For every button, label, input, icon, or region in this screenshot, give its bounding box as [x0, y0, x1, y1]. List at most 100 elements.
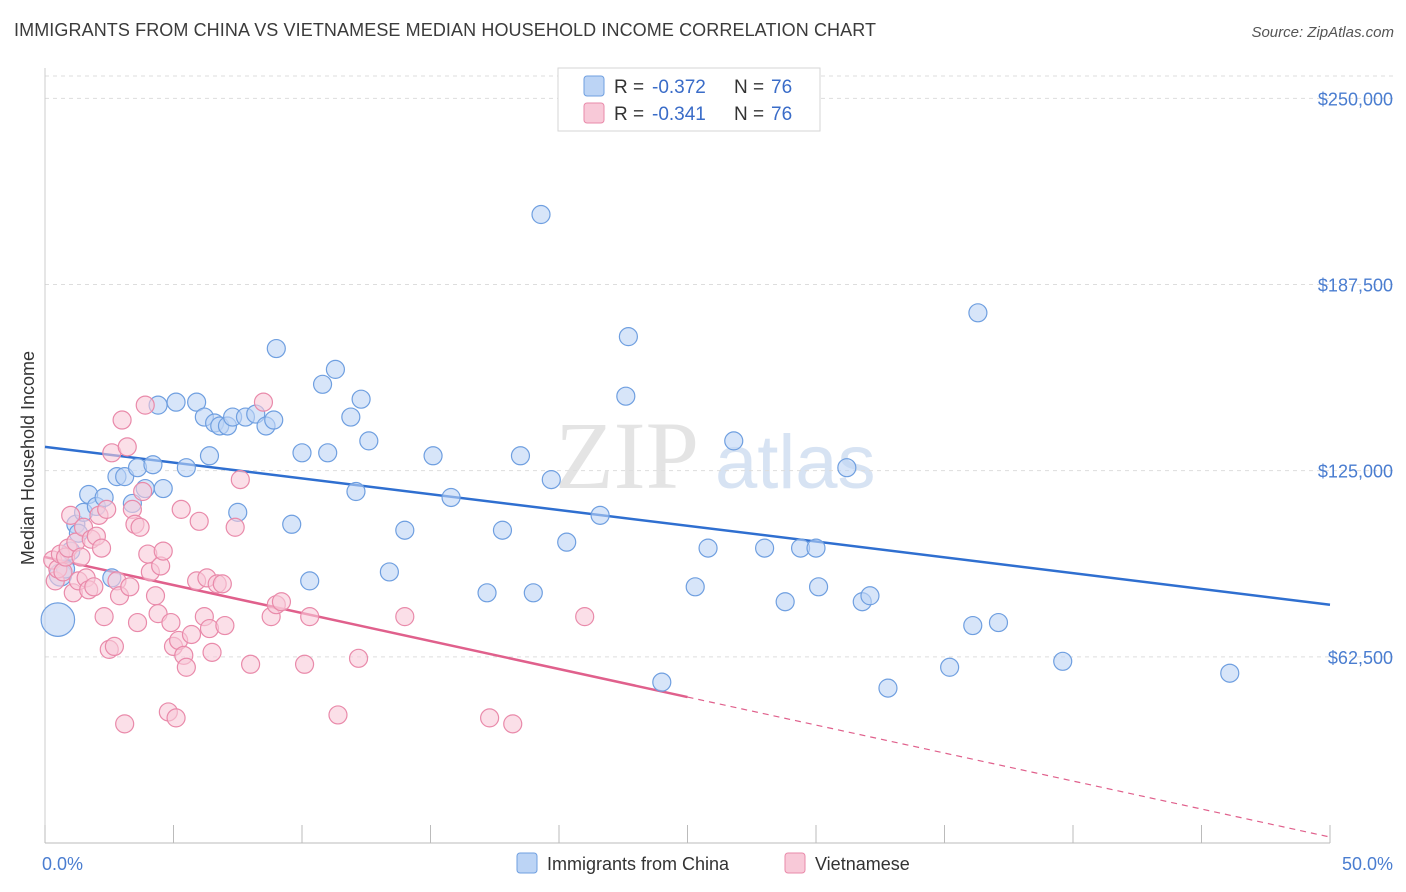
- legend-r-label-vietnamese: R =: [614, 104, 644, 125]
- china-point: [808, 577, 829, 597]
- china-point: [988, 612, 1009, 633]
- y-axis-title: Median Household Income: [18, 351, 38, 565]
- watermark: ZIP atlas: [555, 402, 876, 509]
- legend-n-value-vietnamese: 76: [771, 104, 792, 125]
- china-point: [685, 577, 705, 597]
- china-point: [837, 458, 857, 478]
- china-point: [492, 520, 513, 540]
- y-tick-label: $250,000: [1318, 89, 1393, 109]
- china-point: [698, 538, 718, 558]
- vietnamese-point: [145, 586, 166, 606]
- legend-r-value-china: -0.372: [652, 77, 706, 98]
- china-point: [143, 455, 163, 475]
- correlation-legend: R = -0.372 N = 76 R = -0.341 N = 76: [557, 67, 821, 132]
- china-point: [300, 571, 320, 591]
- series-legend: Immigrants from China Vietnamese: [516, 852, 910, 874]
- china-point: [359, 431, 379, 451]
- china-point: [187, 392, 207, 412]
- vietnamese-point: [181, 624, 202, 645]
- vietnamese-point: [215, 615, 235, 636]
- china-point: [264, 410, 284, 430]
- vietnamese-point: [395, 607, 415, 627]
- y-tick-label: $187,500: [1318, 276, 1393, 296]
- vietnamese-trend-extension: [687, 696, 1331, 838]
- china-point: [477, 583, 497, 603]
- series-legend-swatch-china: [516, 852, 538, 874]
- grid-layer: [45, 75, 1395, 658]
- vietnamese-point: [271, 592, 292, 612]
- china-point: [775, 592, 795, 612]
- china-point: [282, 514, 302, 534]
- china-point: [423, 446, 443, 466]
- china-point: [351, 389, 371, 409]
- vietnamese-point: [166, 708, 186, 728]
- vietnamese-point: [112, 410, 132, 430]
- vietnamese-point: [176, 657, 196, 677]
- china-point: [199, 446, 220, 466]
- china-point: [1220, 663, 1240, 683]
- china-point: [312, 374, 333, 394]
- vietnamese-point: [575, 607, 595, 627]
- legend-n-label-china: N =: [734, 77, 764, 98]
- china-point: [40, 602, 76, 637]
- china-point: [590, 505, 610, 525]
- china-point: [1053, 651, 1073, 671]
- vietnamese-point: [135, 395, 155, 415]
- china-point: [266, 338, 286, 359]
- china-point: [176, 458, 196, 478]
- vietnamese-point: [328, 705, 348, 725]
- vietnamese-point: [120, 577, 140, 597]
- china-trend-line: [44, 445, 1331, 606]
- vietnamese-point: [294, 654, 315, 674]
- legend-r-value-vietnamese: -0.341: [652, 104, 706, 125]
- vietnamese-point: [91, 538, 112, 558]
- vietnamese-point: [230, 470, 250, 490]
- vietnamese-point: [61, 505, 81, 525]
- vietnamese-point: [212, 574, 232, 594]
- china-point: [341, 407, 361, 427]
- series-legend-label-vietnamese: Vietnamese: [815, 854, 910, 874]
- vietnamese-point: [202, 642, 222, 662]
- vietnamese-point: [225, 517, 245, 537]
- china-point: [318, 443, 338, 463]
- x-tick-label-start: 0.0%: [42, 854, 83, 874]
- china-point: [618, 327, 638, 347]
- vietnamese-point: [300, 607, 320, 627]
- china-point: [441, 487, 461, 508]
- china-point: [166, 392, 186, 412]
- vietnamese-point: [153, 541, 173, 561]
- vietnamese-point: [115, 714, 135, 734]
- legend-swatch-china: [583, 75, 605, 97]
- vietnamese-point: [117, 437, 137, 457]
- china-point: [346, 481, 366, 502]
- china-point: [806, 538, 826, 558]
- vietnamese-point: [189, 511, 209, 531]
- vietnamese-point: [94, 607, 114, 627]
- china-point: [523, 583, 543, 603]
- china-point: [510, 446, 531, 466]
- legend-n-label-vietnamese: N =: [734, 104, 764, 125]
- china-point: [557, 532, 577, 552]
- legend-n-value-china: 76: [771, 77, 792, 98]
- vietnamese-point: [253, 392, 274, 412]
- china-point: [968, 303, 988, 323]
- vietnamese-point: [480, 708, 500, 728]
- series-legend-swatch-vietnamese: [784, 852, 806, 874]
- chart-title: IMMIGRANTS FROM CHINA VS VIETNAMESE MEDI…: [14, 20, 877, 40]
- vietnamese-point: [84, 577, 104, 597]
- vietnamese-point: [171, 499, 191, 519]
- vietnamese-point: [241, 654, 261, 674]
- vietnamese-point: [503, 714, 523, 734]
- china-point: [292, 443, 312, 463]
- china-point: [379, 562, 399, 582]
- china-point: [616, 386, 636, 406]
- vietnamese-point: [97, 499, 117, 519]
- y-tick-label: $125,000: [1318, 462, 1393, 482]
- legend-swatch-vietnamese: [583, 102, 605, 124]
- china-point: [860, 586, 880, 606]
- vietnamese-point: [71, 547, 91, 567]
- china-point: [153, 478, 173, 499]
- china-point: [395, 520, 415, 540]
- vietnamese-point: [104, 636, 124, 657]
